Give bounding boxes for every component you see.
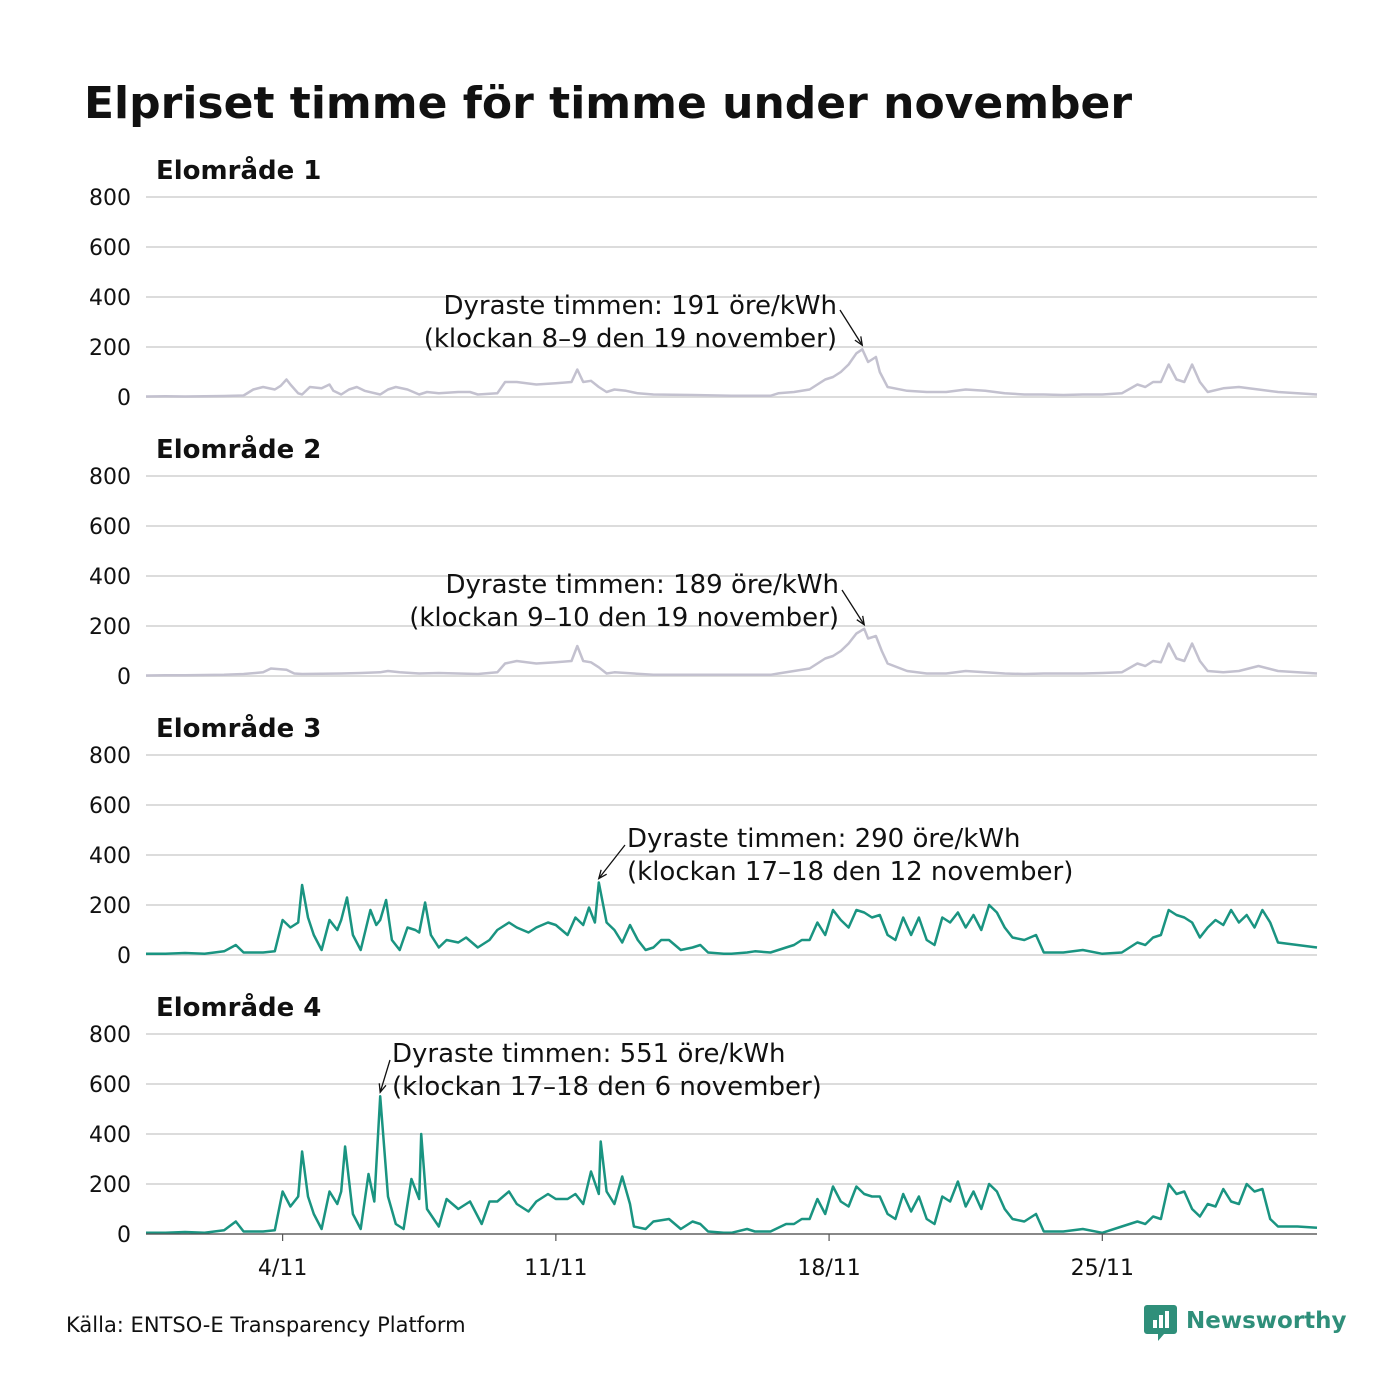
y-tick-label: 0 (117, 665, 131, 690)
panel-1: Elområde 1 0 200 400 600 800 Dyraste timmen: 1… (89, 154, 1318, 411)
price-series-line (146, 1095, 1318, 1235)
x-tick-label: 25/11 (1071, 1256, 1134, 1281)
y-tick-label: 0 (117, 386, 131, 411)
annotation-arrowhead (597, 869, 607, 880)
annotation-line-2: (klockan 9–10 den 19 november) (409, 603, 839, 633)
annotation-arrow (841, 589, 865, 626)
panel-title: Elområde 1 (156, 154, 321, 186)
y-tick-label: 400 (89, 565, 131, 590)
panel-title: Elområde 2 (156, 433, 321, 465)
y-tick-label: 600 (89, 794, 131, 819)
y-tick-label: 0 (117, 1223, 131, 1248)
x-tick-label: 11/11 (524, 1256, 587, 1281)
y-tick-label: 800 (89, 1023, 131, 1048)
panel-2: Elområde 2 0 200 400 600 800 Dyraste timmen: 1… (89, 433, 1318, 690)
annotation-arrowhead (856, 615, 866, 627)
panel-4: Elområde 4 0 200 400 600 800 Dyraste timmen: 5… (89, 991, 1318, 1281)
x-tick-label: 18/11 (797, 1256, 860, 1281)
price-series-line (145, 627, 1318, 677)
annotation-arrowhead (378, 1083, 387, 1094)
y-tick-label: 200 (89, 1173, 131, 1198)
annotation-line-2: (klockan 17–18 den 6 november) (392, 1072, 822, 1102)
panel-title: Elområde 4 (156, 991, 321, 1023)
annotation-line-1: Dyraste timmen: 290 öre/kWh (627, 824, 1021, 854)
price-series-line (146, 881, 1318, 956)
y-tick-label: 400 (89, 1123, 131, 1148)
annotation-line-1: Dyraste timmen: 191 öre/kWh (443, 291, 837, 321)
annotation-line-2: (klockan 17–18 den 12 november) (627, 857, 1073, 887)
y-tick-label: 200 (89, 336, 131, 361)
y-tick-label: 600 (89, 515, 131, 540)
source-note: Källa: ENTSO-E Transparency Platform (66, 1313, 466, 1337)
y-tick-label: 800 (89, 744, 131, 769)
annotation-line-1: Dyraste timmen: 189 öre/kWh (445, 570, 839, 600)
annotation-arrowhead (854, 336, 864, 347)
panels: Elområde 1 0 200 400 600 800 Dyraste timmen: 1… (89, 154, 1318, 1281)
newsworthy-logo: Newsworthy (1144, 1305, 1347, 1341)
y-tick-label: 200 (89, 894, 131, 919)
panel-3: Elområde 3 0 200 400 600 800 Dyraste timmen: 2… (89, 712, 1318, 969)
y-tick-label: 600 (89, 1073, 131, 1098)
y-tick-label: 800 (89, 186, 131, 211)
y-tick-label: 200 (89, 615, 131, 640)
annotation-arrow (839, 309, 863, 346)
price-series-line (145, 348, 1318, 398)
annotation-line-2: (klockan 8–9 den 19 november) (424, 324, 837, 354)
y-tick-label: 400 (89, 286, 131, 311)
newsworthy-wordmark: Newsworthy (1186, 1308, 1347, 1334)
annotation-line-1: Dyraste timmen: 551 öre/kWh (392, 1039, 786, 1069)
y-tick-label: 0 (117, 944, 131, 969)
y-tick-label: 800 (89, 465, 131, 490)
x-tick-label: 4/11 (258, 1256, 307, 1281)
y-tick-label: 600 (89, 236, 131, 261)
annotation-arrow (598, 844, 626, 879)
annotation-arrow (379, 1059, 391, 1093)
y-tick-label: 400 (89, 844, 131, 869)
chart-title: Elpriset timme för timme under november (84, 78, 1132, 129)
newsworthy-logo-icon (1144, 1305, 1177, 1341)
panel-title: Elområde 3 (156, 712, 321, 744)
